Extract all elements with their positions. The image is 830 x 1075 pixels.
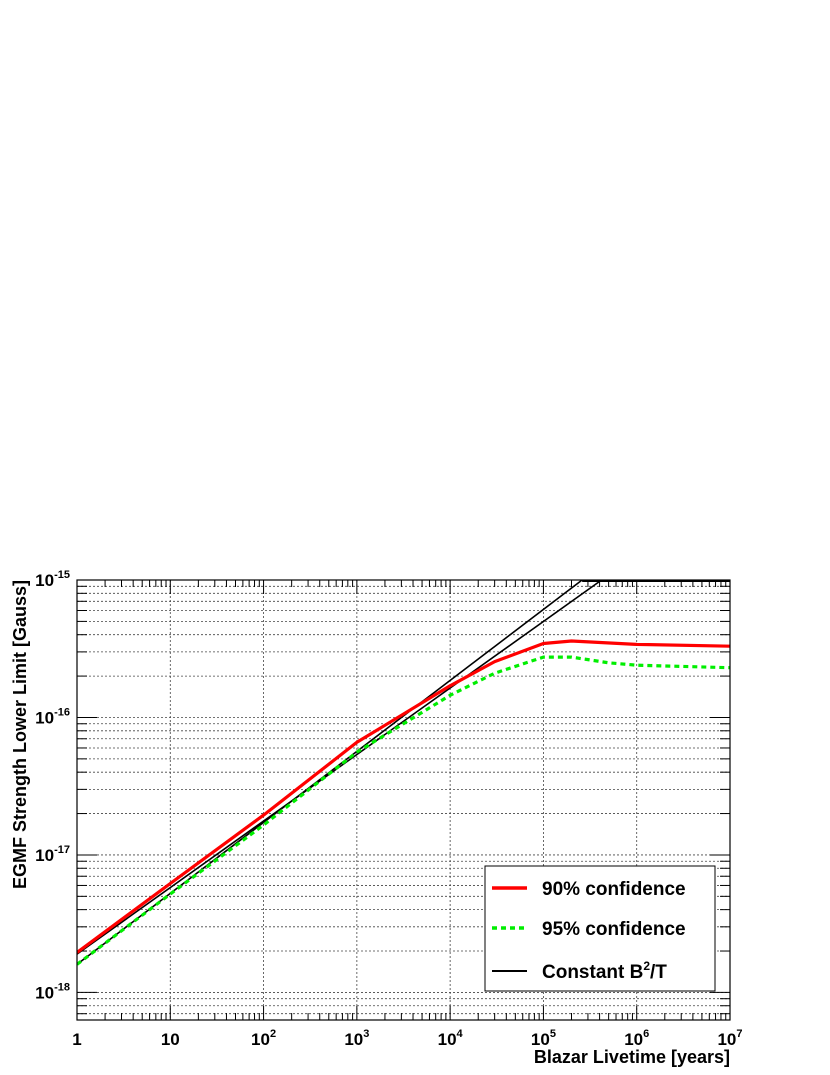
series-line-1 [77, 639, 730, 954]
x-axis-title: Blazar Livetime [years] [534, 1047, 730, 1067]
x-tick-label: 106 [624, 1028, 649, 1049]
legend-label-3: Constant B2/T [542, 959, 667, 983]
x-tick-label: 107 [717, 1028, 742, 1049]
x-tick-label: 105 [531, 1028, 556, 1049]
x-tick-label: 102 [251, 1028, 276, 1049]
series-layer [77, 580, 730, 966]
x-tick-label: 10 [161, 1030, 180, 1049]
legend: 90% confidence 95% confidence Constant B2/… [484, 865, 716, 992]
x-tick-label: 1 [72, 1030, 81, 1049]
axis-ticks [76, 579, 731, 1020]
y-tick-labels: 10-15 10-16 10-17 10-18 [35, 569, 70, 1002]
y-tick-label: 10-16 [35, 706, 70, 727]
y-tick-label: 10-17 [35, 844, 70, 865]
plot-frame [76, 579, 731, 1021]
y-axis-title: EGMF Strength Lower Limit [Gauss] [10, 580, 30, 889]
legend-label-2: 95% confidence [542, 919, 686, 940]
y-tick-label: 10-18 [35, 981, 70, 1002]
legend-label-1: 90% confidence [542, 879, 686, 900]
x-tick-label: 104 [438, 1028, 464, 1049]
x-tick-labels: 1 10 102 103 104 105 106 107 [72, 1028, 742, 1049]
y-tick-label: 10-15 [35, 569, 70, 590]
x-tick-label: 103 [344, 1028, 369, 1049]
